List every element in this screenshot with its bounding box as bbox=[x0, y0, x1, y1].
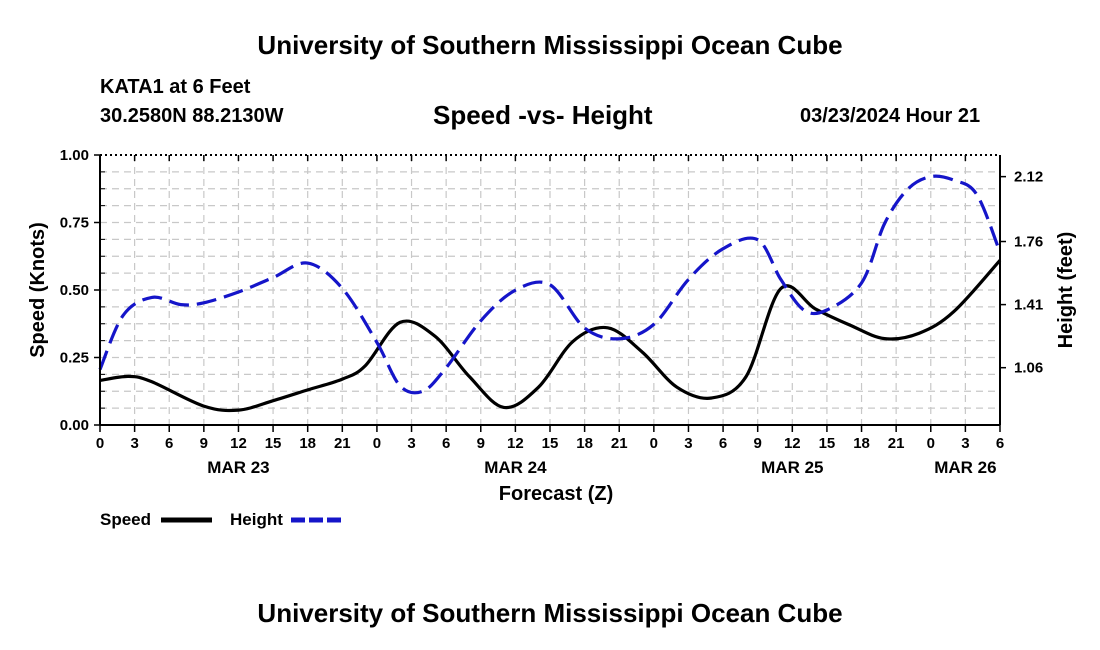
legend: Speed Height bbox=[100, 510, 342, 529]
y-tick-label-right: 1.06 bbox=[1014, 360, 1043, 377]
x-tick-label: 9 bbox=[200, 435, 208, 452]
x-tick-label: 12 bbox=[230, 435, 247, 452]
y-tick-label-left: 0.50 bbox=[60, 282, 89, 299]
y-tick-label-right: 1.76 bbox=[1014, 234, 1043, 251]
x-tick-label: 3 bbox=[407, 435, 415, 452]
x-tick-label: 21 bbox=[611, 435, 628, 452]
x-tick-label: 6 bbox=[996, 435, 1004, 452]
report-title-top: University of Southern Mississippi Ocean… bbox=[257, 30, 843, 60]
labels-layer: 0 3 6 9 12 15 18 21 0 3 6 9 12 15 18 21 0 3 6 9 12 15 18 21 0 3 6M… bbox=[60, 147, 1043, 477]
x-tick-label: 6 bbox=[719, 435, 727, 452]
report-title-bottom: University of Southern Mississippi Ocean… bbox=[257, 598, 843, 628]
y-tick-label-left: 0.25 bbox=[60, 350, 89, 367]
x-tick-label: 3 bbox=[684, 435, 692, 452]
axes-layer bbox=[94, 154, 1006, 432]
x-tick-label: 15 bbox=[819, 435, 836, 452]
x-tick-label: 9 bbox=[477, 435, 485, 452]
x-tick-label: 3 bbox=[961, 435, 969, 452]
y-tick-label-left: 1.00 bbox=[60, 147, 89, 164]
y-axis-title-left: Speed (Knots) bbox=[27, 222, 49, 358]
date-label: MAR 23 bbox=[207, 458, 269, 477]
x-tick-label: 21 bbox=[334, 435, 351, 452]
legend-label-height: Height bbox=[230, 510, 283, 529]
forecast-datetime: 03/23/2024 Hour 21 bbox=[800, 105, 981, 127]
x-tick-label: 15 bbox=[542, 435, 559, 452]
y-tick-label-left: 0.00 bbox=[60, 417, 89, 434]
grid-layer bbox=[100, 155, 1000, 425]
date-label: MAR 26 bbox=[934, 458, 996, 477]
x-tick-label: 6 bbox=[442, 435, 450, 452]
x-tick-label: 0 bbox=[373, 435, 381, 452]
x-tick-label: 0 bbox=[650, 435, 658, 452]
x-tick-label: 3 bbox=[130, 435, 138, 452]
y-tick-label-right: 2.12 bbox=[1014, 169, 1043, 186]
series-layer bbox=[98, 174, 1002, 413]
date-label: MAR 24 bbox=[484, 458, 547, 477]
x-tick-label: 6 bbox=[165, 435, 173, 452]
series-line-height bbox=[98, 174, 1002, 395]
x-tick-label: 21 bbox=[888, 435, 905, 452]
series-line-speed bbox=[99, 259, 1002, 413]
y-axis-title-right: Height (feet) bbox=[1055, 232, 1077, 349]
x-tick-label: 0 bbox=[927, 435, 935, 452]
x-tick-label: 15 bbox=[265, 435, 282, 452]
x-tick-label: 9 bbox=[754, 435, 762, 452]
x-tick-label: 18 bbox=[576, 435, 593, 452]
station-label: KATA1 at 6 Feet bbox=[100, 76, 251, 98]
x-tick-label: 12 bbox=[507, 435, 524, 452]
x-axis-title: Forecast (Z) bbox=[499, 483, 613, 505]
date-label: MAR 25 bbox=[761, 458, 823, 477]
legend-label-speed: Speed bbox=[100, 510, 151, 529]
x-tick-label: 12 bbox=[784, 435, 801, 452]
x-tick-label: 18 bbox=[299, 435, 316, 452]
chart-title: Speed -vs- Height bbox=[433, 100, 653, 130]
x-tick-label: 18 bbox=[853, 435, 870, 452]
x-tick-label: 0 bbox=[96, 435, 104, 452]
y-tick-label-right: 1.41 bbox=[1014, 297, 1043, 314]
station-coordinates: 30.2580N 88.2130W bbox=[100, 105, 284, 127]
y-tick-label-left: 0.75 bbox=[60, 215, 89, 232]
